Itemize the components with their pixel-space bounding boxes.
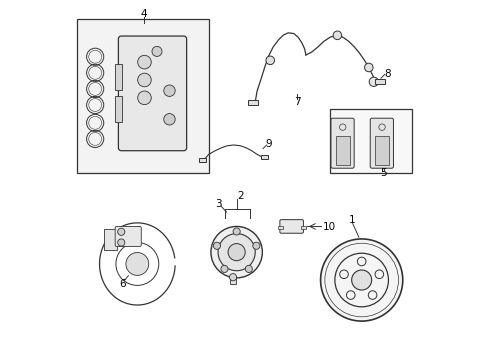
Text: 5: 5 (380, 168, 386, 178)
Circle shape (163, 85, 175, 96)
Circle shape (233, 228, 240, 235)
Bar (277, 226, 282, 229)
Bar (115, 64, 122, 90)
Circle shape (265, 56, 274, 64)
Circle shape (332, 31, 341, 40)
Text: 6: 6 (119, 279, 125, 289)
Circle shape (368, 77, 378, 86)
Circle shape (125, 252, 148, 275)
Circle shape (138, 91, 151, 105)
Circle shape (221, 265, 227, 273)
Text: 2: 2 (236, 191, 243, 201)
Bar (335, 136, 349, 165)
Circle shape (138, 55, 151, 69)
FancyBboxPatch shape (330, 118, 353, 168)
Bar (230, 276, 235, 284)
Bar (247, 100, 258, 105)
Text: 3: 3 (215, 199, 222, 209)
Circle shape (364, 63, 372, 72)
Circle shape (252, 242, 260, 249)
Bar (77, 19, 208, 173)
FancyBboxPatch shape (115, 226, 141, 247)
Bar (374, 136, 388, 165)
Bar (261, 156, 267, 159)
Text: 10: 10 (322, 222, 335, 232)
Text: 4: 4 (140, 9, 147, 19)
FancyBboxPatch shape (279, 220, 303, 233)
Text: 7: 7 (293, 97, 300, 107)
FancyBboxPatch shape (118, 36, 186, 151)
Text: 1: 1 (347, 215, 354, 225)
Bar (115, 96, 122, 122)
Bar (300, 226, 305, 229)
Circle shape (213, 242, 220, 249)
Circle shape (229, 274, 236, 281)
Circle shape (245, 265, 252, 273)
Text: 8: 8 (383, 68, 390, 78)
Circle shape (138, 73, 151, 87)
Bar (104, 229, 117, 249)
Circle shape (210, 226, 262, 278)
Circle shape (218, 234, 255, 271)
Circle shape (118, 239, 124, 246)
Circle shape (152, 46, 162, 57)
Bar (374, 79, 385, 84)
Text: 9: 9 (265, 139, 271, 149)
Circle shape (163, 113, 175, 125)
Circle shape (351, 270, 371, 290)
Bar (329, 109, 411, 173)
Circle shape (118, 228, 124, 235)
Circle shape (227, 244, 244, 261)
FancyBboxPatch shape (369, 118, 393, 168)
Bar (198, 158, 205, 162)
Circle shape (320, 239, 402, 321)
